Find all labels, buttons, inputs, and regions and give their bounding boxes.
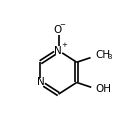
Text: N: N	[37, 77, 44, 87]
Text: N: N	[54, 46, 61, 56]
Text: O: O	[53, 25, 62, 35]
Text: +: +	[61, 42, 67, 48]
Text: 3: 3	[107, 55, 111, 60]
Text: −: −	[60, 22, 66, 28]
Text: CH: CH	[96, 50, 111, 60]
Text: OH: OH	[96, 84, 112, 94]
